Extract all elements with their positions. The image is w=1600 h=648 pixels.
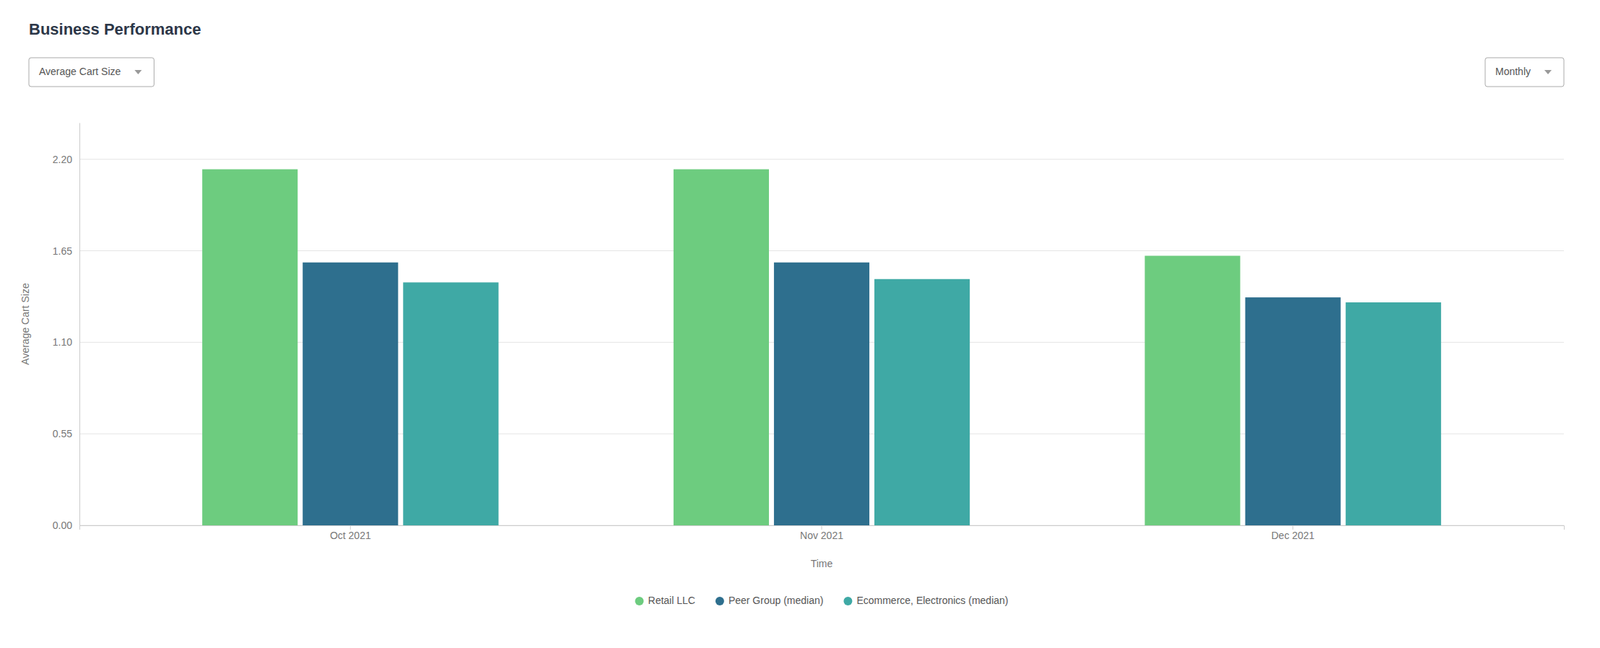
selector-label: Monthly [1495, 65, 1531, 78]
x-tick: Nov 2021 [800, 525, 844, 542]
selector-arrow [134, 70, 142, 75]
selector-label: Average Cart Size [38, 65, 122, 78]
bar-series [402, 279, 1442, 526]
x-tick-label: Nov 2021 [800, 529, 844, 542]
y-axis: 0.00 0.55 1.10 1.65 2.20 [52, 123, 81, 532]
bar [774, 262, 870, 526]
y-tick: 1.10 [52, 336, 80, 349]
selector: Monthly [1485, 57, 1564, 87]
legend-swatch [715, 597, 725, 606]
y-tick-label: 0.55 [52, 428, 73, 440]
bar [1345, 302, 1442, 526]
x-tick-label: Dec 2021 [1271, 529, 1315, 542]
title: Business Performance [28, 20, 201, 39]
bar [1145, 255, 1241, 526]
bar [874, 279, 970, 526]
y-tick-label: 2.20 [52, 153, 73, 166]
legend-label: Retail LLC [648, 594, 696, 607]
legend-label: Peer Group (median) [728, 594, 824, 607]
plot-area: 0.00 0.55 1.10 1.65 2.20 Oct 2021 Nov 2021 Dec … [52, 123, 1565, 542]
y-axis-line [79, 123, 81, 527]
y-axis-title: Average Cart Size [19, 283, 32, 366]
x-axis: Oct 2021 Nov 2021 Dec 2021 [80, 525, 1565, 542]
chart: Business Performance Average Cart Size Mon… [0, 0, 1600, 648]
bar [402, 282, 499, 526]
bars [202, 169, 1442, 526]
legend-swatch [843, 597, 852, 606]
grid [79, 159, 1564, 526]
legend-item: Ecommerce, Electronics (median) [843, 594, 1008, 607]
bar [202, 169, 298, 526]
y-tick: 0.00 [52, 519, 80, 532]
selector-box [28, 57, 154, 87]
y-tick-label: 1.65 [52, 245, 73, 258]
x-tick-label: Oct 2021 [329, 529, 372, 542]
y-tick: 0.55 [52, 428, 80, 440]
bar-series [202, 169, 1241, 526]
legend-swatch [635, 597, 645, 606]
y-tick-label: 0.00 [52, 519, 73, 532]
x-tick: Oct 2021 [329, 525, 372, 542]
legend-item: Retail LLC [635, 594, 696, 607]
grid-line [79, 158, 1564, 160]
legend-label: Ecommerce, Electronics (median) [856, 594, 1008, 607]
selector-box [1485, 57, 1564, 87]
bar-series [302, 262, 1341, 526]
bar [673, 169, 769, 526]
x-tick: Dec 2021 [1271, 525, 1315, 542]
x-axis-title: Time [810, 558, 834, 570]
grid-line [79, 250, 1564, 252]
legend-item: Peer Group (median) [715, 594, 824, 607]
y-tick: 1.65 [52, 245, 80, 258]
legend: Retail LLC Peer Group (median) Ecommerce, … [635, 594, 1009, 607]
y-tick-label: 1.10 [52, 336, 73, 349]
bar [1245, 297, 1341, 526]
selector: Average Cart Size [28, 57, 154, 87]
y-tick: 2.20 [52, 153, 80, 166]
selector-arrow [1544, 70, 1552, 75]
bar [302, 262, 398, 526]
